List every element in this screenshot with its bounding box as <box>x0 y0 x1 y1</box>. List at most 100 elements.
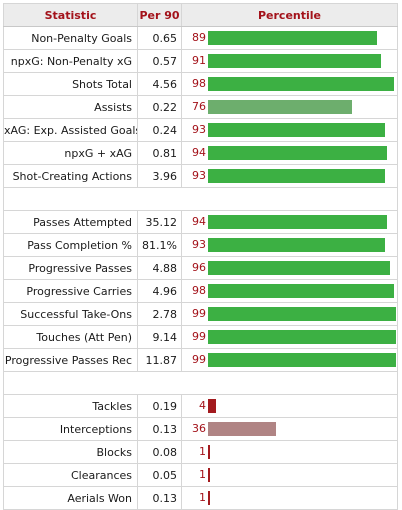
header-per90[interactable]: Per 90 <box>137 3 182 27</box>
percentile-cell: 98 <box>181 279 398 303</box>
stat-label: Assists <box>3 95 138 119</box>
percentile-bar <box>208 31 377 45</box>
percentile-bar <box>208 284 394 298</box>
percentile-bar <box>208 54 381 68</box>
header-statistic[interactable]: Statistic <box>3 3 138 27</box>
percentile-cell: 99 <box>181 348 398 372</box>
percentile-value: 99 <box>192 353 206 366</box>
stat-label: Non-Penalty Goals <box>3 26 138 50</box>
percentile-bar <box>208 169 385 183</box>
stat-label: Touches (Att Pen) <box>3 325 138 349</box>
stat-label: Successful Take-Ons <box>3 302 138 326</box>
per90-value: 2.78 <box>137 302 182 326</box>
stat-label: Blocks <box>3 440 138 464</box>
stat-label: npxG: Non-Penalty xG <box>3 49 138 73</box>
per90-value: 0.22 <box>137 95 182 119</box>
percentile-bar <box>208 77 394 91</box>
percentile-cell: 99 <box>181 302 398 326</box>
percentile-value: 98 <box>192 77 206 90</box>
group-separator-cell <box>3 371 398 395</box>
percentile-cell: 96 <box>181 256 398 280</box>
percentile-cell: 36 <box>181 417 398 441</box>
stat-label: Progressive Carries <box>3 279 138 303</box>
percentile-value: 99 <box>192 307 206 320</box>
percentile-value: 93 <box>192 238 206 251</box>
stat-label: npxG + xAG <box>3 141 138 165</box>
percentile-value: 1 <box>199 468 206 481</box>
percentile-bar <box>208 353 396 367</box>
table-row: npxG + xAG 0.81 94 <box>3 141 398 165</box>
percentile-bar <box>208 468 210 482</box>
percentile-bar <box>208 146 387 160</box>
per90-value: 0.08 <box>137 440 182 464</box>
table-row: Blocks 0.08 1 <box>3 440 398 464</box>
percentile-cell: 76 <box>181 95 398 119</box>
percentile-value: 76 <box>192 100 206 113</box>
table-row: Progressive Passes Rec 11.87 99 <box>3 348 398 372</box>
per90-value: 0.13 <box>137 486 182 510</box>
per90-value: 3.96 <box>137 164 182 188</box>
table-body: Non-Penalty Goals 0.65 89 npxG: Non-Penalty… <box>3 26 398 510</box>
percentile-cell: 89 <box>181 26 398 50</box>
group-separator <box>3 371 398 395</box>
table-row: Assists 0.22 76 <box>3 95 398 119</box>
table-row: xAG: Exp. Assisted Goals 0.24 93 <box>3 118 398 142</box>
per90-value: 0.81 <box>137 141 182 165</box>
table-row: Successful Take-Ons 2.78 99 <box>3 302 398 326</box>
percentile-value: 89 <box>192 31 206 44</box>
percentile-value: 4 <box>199 399 206 412</box>
table-row: Shots Total 4.56 98 <box>3 72 398 96</box>
header-percentile[interactable]: Percentile <box>181 3 398 27</box>
percentile-cell: 4 <box>181 394 398 418</box>
table-row: Progressive Carries 4.96 98 <box>3 279 398 303</box>
percentile-bar <box>208 215 387 229</box>
percentile-bar <box>208 238 385 252</box>
percentile-bar <box>208 123 385 137</box>
table-row: Interceptions 0.13 36 <box>3 417 398 441</box>
group-separator-cell <box>3 187 398 211</box>
percentile-value: 99 <box>192 330 206 343</box>
table-row: Pass Completion % 81.1% 93 <box>3 233 398 257</box>
stat-label: Aerials Won <box>3 486 138 510</box>
table-row: Shot-Creating Actions 3.96 93 <box>3 164 398 188</box>
table-row: Aerials Won 0.13 1 <box>3 486 398 510</box>
percentile-cell: 99 <box>181 325 398 349</box>
header-row: Statistic Per 90 Percentile <box>3 3 398 27</box>
percentile-value: 93 <box>192 123 206 136</box>
percentile-value: 91 <box>192 54 206 67</box>
per90-value: 81.1% <box>137 233 182 257</box>
percentile-bar <box>208 445 210 459</box>
percentile-value: 98 <box>192 284 206 297</box>
percentile-bar <box>208 491 210 505</box>
stat-label: Progressive Passes <box>3 256 138 280</box>
per90-value: 35.12 <box>137 210 182 234</box>
percentile-value: 1 <box>199 445 206 458</box>
percentile-bar <box>208 261 390 275</box>
percentile-value: 94 <box>192 146 206 159</box>
scouting-report-table: Statistic Per 90 Percentile Non-Penalty … <box>3 3 398 510</box>
stat-label: Shots Total <box>3 72 138 96</box>
percentile-cell: 1 <box>181 486 398 510</box>
per90-value: 0.19 <box>137 394 182 418</box>
percentile-bar <box>208 330 396 344</box>
per90-value: 4.56 <box>137 72 182 96</box>
percentile-bar <box>208 307 396 321</box>
stat-label: xAG: Exp. Assisted Goals <box>3 118 138 142</box>
percentile-cell: 94 <box>181 141 398 165</box>
per90-value: 11.87 <box>137 348 182 372</box>
per90-value: 4.88 <box>137 256 182 280</box>
stat-label: Tackles <box>3 394 138 418</box>
percentile-value: 94 <box>192 215 206 228</box>
table-row: Progressive Passes 4.88 96 <box>3 256 398 280</box>
stat-label: Passes Attempted <box>3 210 138 234</box>
stat-label: Progressive Passes Rec <box>3 348 138 372</box>
group-separator <box>3 187 398 211</box>
table-row: Tackles 0.19 4 <box>3 394 398 418</box>
per90-value: 4.96 <box>137 279 182 303</box>
percentile-value: 93 <box>192 169 206 182</box>
stat-label: Shot-Creating Actions <box>3 164 138 188</box>
percentile-cell: 91 <box>181 49 398 73</box>
per90-value: 0.57 <box>137 49 182 73</box>
percentile-value: 1 <box>199 491 206 504</box>
per90-value: 0.13 <box>137 417 182 441</box>
